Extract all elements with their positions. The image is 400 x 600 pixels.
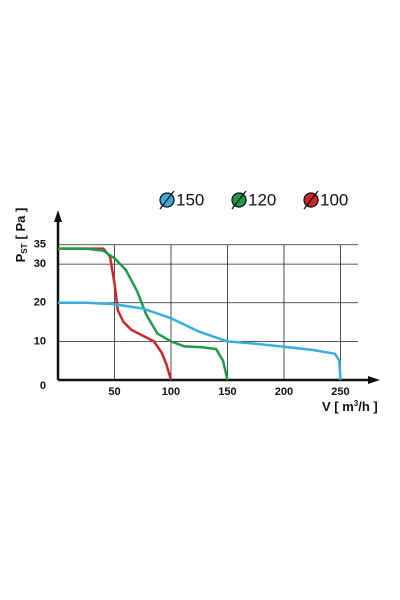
x-tick-label: 50: [108, 386, 120, 398]
legend-label: 100: [320, 190, 348, 209]
x-tick-label: 250: [331, 386, 349, 398]
y-tick-label: 35: [34, 239, 46, 251]
x-axis-label: V [ m3/h ]: [322, 399, 378, 414]
legend-slash: [303, 190, 319, 210]
legend-slash: [159, 190, 175, 210]
series-line: [58, 247, 229, 381]
x-tick-label: 200: [275, 386, 293, 398]
legend-label: 150: [176, 190, 204, 209]
y-tick-label: 0: [40, 380, 46, 392]
x-tick-label: 150: [218, 386, 236, 398]
y-axis-label: PST[ Pa ]: [13, 208, 29, 263]
x-tick-label: 100: [162, 386, 180, 398]
x-axis-arrow: [368, 376, 380, 384]
y-tick-label: 20: [34, 297, 46, 309]
series-line: [58, 301, 342, 381]
y-axis-arrow: [54, 210, 62, 222]
y-tick-label: 10: [34, 335, 46, 347]
legend-slash: [231, 190, 247, 210]
y-tick-label: 30: [34, 258, 46, 270]
legend-label: 120: [248, 190, 276, 209]
